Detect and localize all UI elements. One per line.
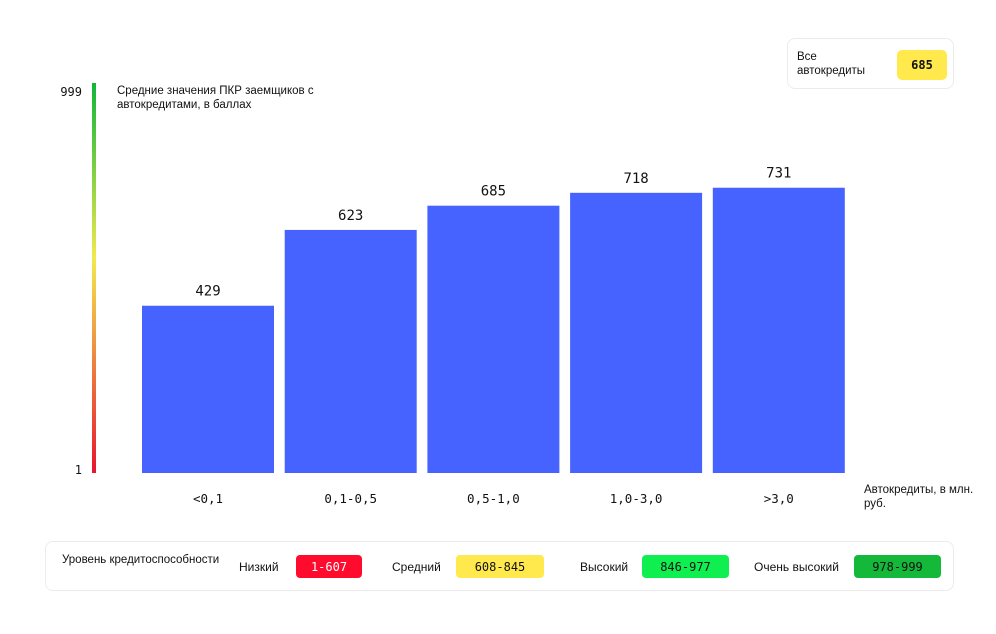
credit-level-legend: Уровень кредитоспособности Низкий 1-607 … xyxy=(45,541,954,591)
bar-3 xyxy=(427,205,560,473)
bar-value-label-2: 623 xyxy=(338,208,363,224)
bar-2 xyxy=(284,229,417,473)
bar-value-label-4: 718 xyxy=(623,171,648,187)
summary-card: Все автокредиты 685 xyxy=(787,38,954,89)
score-scale-bar xyxy=(92,83,96,473)
summary-value-badge: 685 xyxy=(897,50,947,80)
x-tick-label-1: <0,1 xyxy=(193,491,223,506)
bar-1 xyxy=(142,305,274,473)
x-tick-label-5: >3,0 xyxy=(764,491,794,506)
legend-title: Уровень кредитоспособности xyxy=(62,554,220,566)
level-low-badge: 1-607 xyxy=(296,555,362,578)
y-tick-min: 1 xyxy=(75,463,82,477)
bar-value-label-5: 731 xyxy=(766,166,791,182)
level-high-badge: 846-977 xyxy=(642,555,729,578)
x-tick-label-2: 0,1-0,5 xyxy=(324,491,377,506)
y-tick-max: 999 xyxy=(60,85,82,99)
bar-5 xyxy=(712,187,845,473)
x-tick-label-4: 1,0-3,0 xyxy=(610,491,663,506)
level-low-label: Низкий xyxy=(239,560,279,574)
bar-chart: 999 1 429 <0,1 623 0,1-0,5 685 0,5-1,0 718 1,0-… xyxy=(60,83,845,506)
y-axis-title: Средние значения ПКР заемщиков с автокре… xyxy=(117,85,314,111)
x-axis-title: Автокредиты, в млн. руб. xyxy=(864,484,974,510)
x-tick-label-3: 0,5-1,0 xyxy=(467,491,520,506)
level-very-high-label: Очень высокий xyxy=(754,560,839,574)
level-medium-badge: 608-845 xyxy=(456,555,544,578)
level-medium-label: Средний xyxy=(392,560,441,574)
bar-value-label-1: 429 xyxy=(195,284,220,300)
level-very-high-badge: 978-999 xyxy=(854,555,941,578)
bar-value-label-3: 685 xyxy=(481,184,506,200)
summary-label: Все автокредиты xyxy=(797,51,866,77)
bar-4 xyxy=(570,192,703,473)
level-high-label: Высокий xyxy=(580,560,629,574)
